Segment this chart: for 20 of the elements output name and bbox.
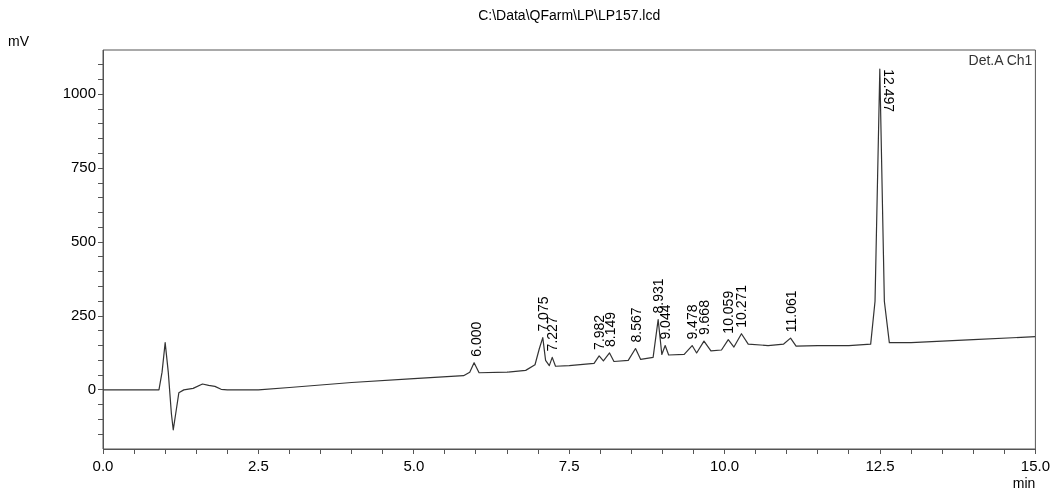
x-axis-title: min [1012, 475, 1036, 491]
annotation: 11.061 [782, 290, 799, 333]
y-axis-title: mV [8, 33, 30, 49]
y-tick-label: 250 [70, 306, 96, 324]
x-tick-label: 15.0 [1020, 457, 1050, 475]
annotation: 8.567 [627, 307, 644, 343]
x-tick-label: 7.5 [558, 457, 580, 475]
chart-title: C:\Data\QFarm\LP\LP157.lcd [478, 7, 661, 23]
annotation: 12.497 [880, 69, 897, 113]
y-tick-label: 0 [87, 380, 96, 398]
y-tick-label: 500 [70, 232, 96, 250]
x-tick-label: 10.0 [710, 457, 740, 475]
text: Det.A Ch1 [968, 52, 1033, 68]
x-tick-label: 12.5 [865, 457, 895, 475]
annotation: 6.000 [467, 321, 484, 357]
x-tick-label: 0.0 [92, 457, 114, 475]
x-tick-label: 2.5 [247, 457, 269, 475]
y-tick-label: 750 [70, 158, 96, 176]
y-tick-label: 1000 [62, 84, 96, 102]
x-tick-label: 5.0 [403, 457, 425, 475]
